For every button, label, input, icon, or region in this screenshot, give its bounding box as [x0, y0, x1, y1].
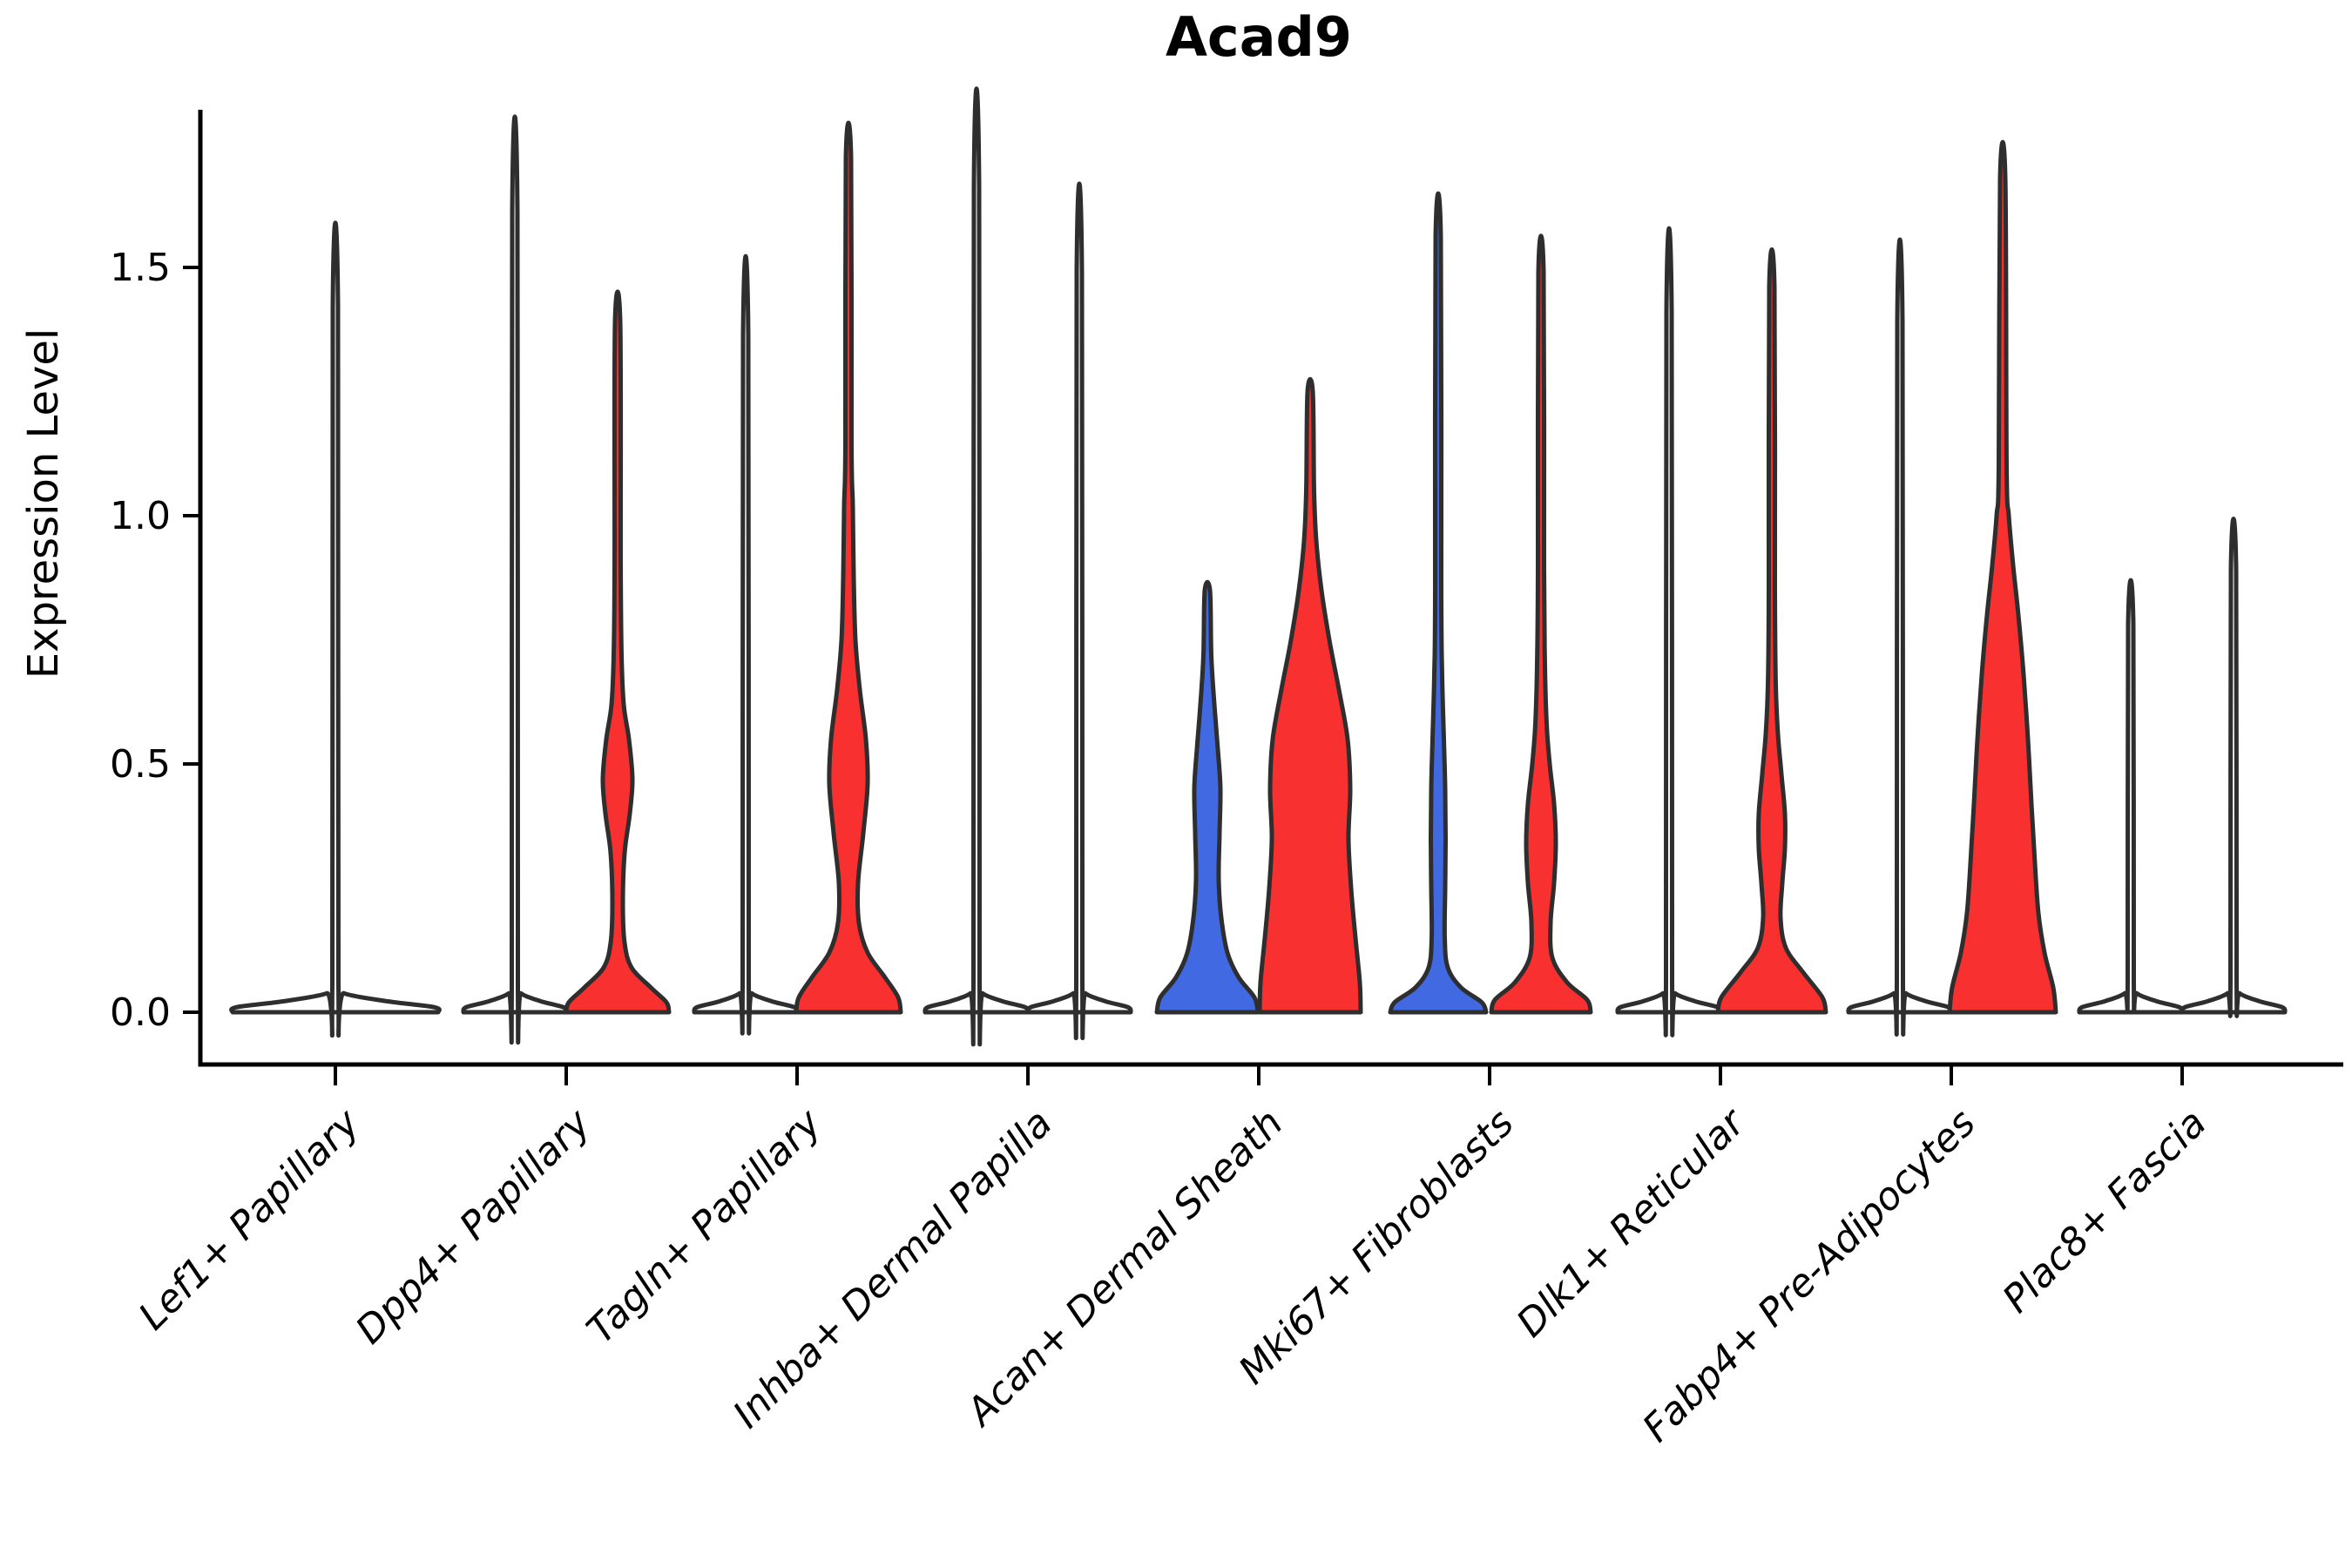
violin-dpp4-papillary-right: [564, 289, 672, 1015]
violin-plac8-fascia-right: [2180, 517, 2288, 1018]
violin-mki67-fibroblasts-left: [1388, 191, 1489, 1015]
x-tick-label: Dlk1+ Reticular: [1508, 1099, 1754, 1346]
violin-dlk1-reticular-right: [1715, 247, 1828, 1015]
y-tick-label: 0.5: [110, 742, 171, 787]
x-tick-label: Dpp4+ Papillary: [348, 1100, 600, 1353]
violin-dpp4-papillary-left: [461, 114, 569, 1045]
violin-dlk1-reticular-left: [1615, 226, 1723, 1037]
x-tick-label: Tagln+ Papillary: [578, 1100, 830, 1352]
violin-inhba-dermal-papilla-left: [923, 86, 1031, 1047]
violin-mki67-fibroblasts-right: [1489, 233, 1593, 1015]
violin-tagln-papillary-right: [794, 120, 903, 1015]
x-tick-label: Lef1+ Papillary: [131, 1100, 369, 1339]
y-tick-label: 0.0: [110, 990, 171, 1035]
violin-acan-dermal-sheath-right: [1257, 376, 1363, 1015]
violin-fabp4-pre-adipocytes-right: [1947, 139, 2058, 1015]
y-tick-label: 1.5: [110, 246, 171, 290]
y-tick-label: 1.0: [110, 494, 171, 538]
violin-lef1-papillary-full: [229, 220, 442, 1038]
violin-plac8-fascia-left: [2077, 578, 2185, 1015]
violin-acan-dermal-sheath-left: [1154, 579, 1260, 1015]
violin-tagln-papillary-left: [692, 253, 800, 1036]
x-tick-label: Plac8+ Fascia: [1994, 1101, 2214, 1321]
violin-inhba-dermal-papilla-right: [1025, 181, 1133, 1041]
violin-fabp4-pre-adipocytes-left: [1846, 237, 1954, 1037]
chart-title: Acad9: [1165, 5, 1353, 69]
